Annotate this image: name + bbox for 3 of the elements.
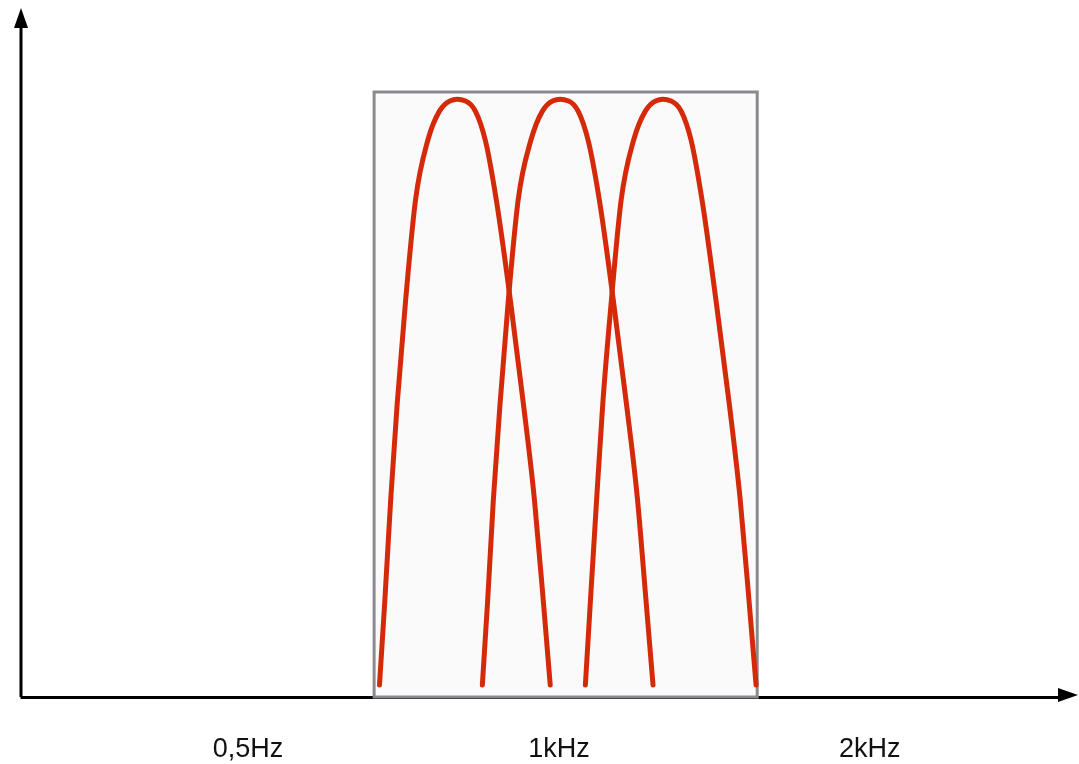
x-tick-label: 2kHz xyxy=(838,732,901,763)
x-tick-label: 1kHz xyxy=(528,732,590,763)
x-tick-label: 0,5Hz xyxy=(212,732,284,763)
